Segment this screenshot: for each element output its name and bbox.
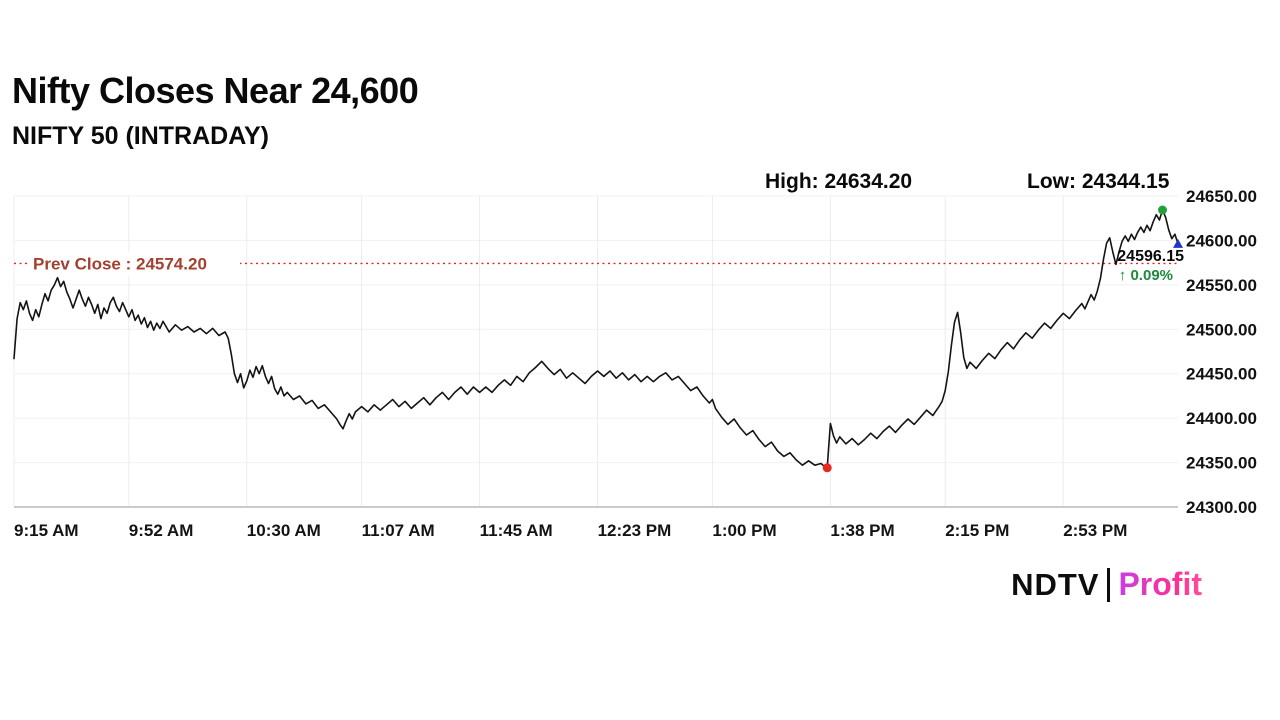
low-marker bbox=[822, 463, 832, 473]
prev-close-label-bg bbox=[28, 251, 240, 276]
x-axis-label: 2:15 PM bbox=[945, 521, 1009, 540]
chart-header: Nifty Closes Near 24,600 NIFTY 50 (INTRA… bbox=[12, 70, 419, 151]
x-axis-label: 2:53 PM bbox=[1063, 521, 1127, 540]
ndtv-logo-text: NDTV bbox=[1011, 566, 1100, 602]
brand-separator-bar bbox=[1107, 567, 1111, 602]
y-axis-label: 24500.00 bbox=[1186, 320, 1257, 339]
profit-logo-text: Profit bbox=[1118, 566, 1202, 602]
last-price-label: 24596.15 bbox=[1117, 248, 1184, 265]
change-percent-label: ↑ 0.09% bbox=[1119, 267, 1173, 284]
y-axis-label: 24550.00 bbox=[1186, 276, 1257, 295]
x-axis-label: 9:15 AM bbox=[14, 521, 79, 540]
last-price-marker bbox=[1173, 238, 1183, 248]
x-axis-label: 10:30 AM bbox=[247, 521, 321, 540]
x-axis-label: 11:45 AM bbox=[480, 521, 553, 540]
x-axis-label: 1:00 PM bbox=[712, 521, 776, 540]
y-axis-label: 24350.00 bbox=[1186, 454, 1257, 473]
y-axis-label: 24300.00 bbox=[1186, 498, 1257, 517]
prev-close-label: Prev Close : 24574.20 bbox=[33, 254, 207, 273]
low-value-label: Low: 24344.15 bbox=[1027, 170, 1170, 193]
y-axis-label: 24600.00 bbox=[1186, 231, 1257, 250]
y-axis-label: 24400.00 bbox=[1186, 409, 1257, 428]
chart-subtitle: NIFTY 50 (INTRADAY) bbox=[12, 122, 269, 150]
price-line bbox=[13, 209, 1179, 469]
x-axis-label: 12:23 PM bbox=[598, 521, 672, 540]
y-axis-label: 24650.00 bbox=[1186, 187, 1257, 206]
high-value-label: High: 24634.20 bbox=[765, 170, 913, 193]
x-axis-label: 9:52 AM bbox=[129, 521, 194, 540]
x-axis-label: 11:07 AM bbox=[362, 521, 435, 540]
high-marker bbox=[1158, 205, 1167, 215]
y-axis-label: 24450.00 bbox=[1186, 365, 1257, 384]
x-axis-label: 1:38 PM bbox=[830, 521, 894, 540]
ndtv-profit-logo: NDTV Profit bbox=[1011, 566, 1202, 603]
page-title: Nifty Closes Near 24,600 bbox=[12, 70, 419, 111]
